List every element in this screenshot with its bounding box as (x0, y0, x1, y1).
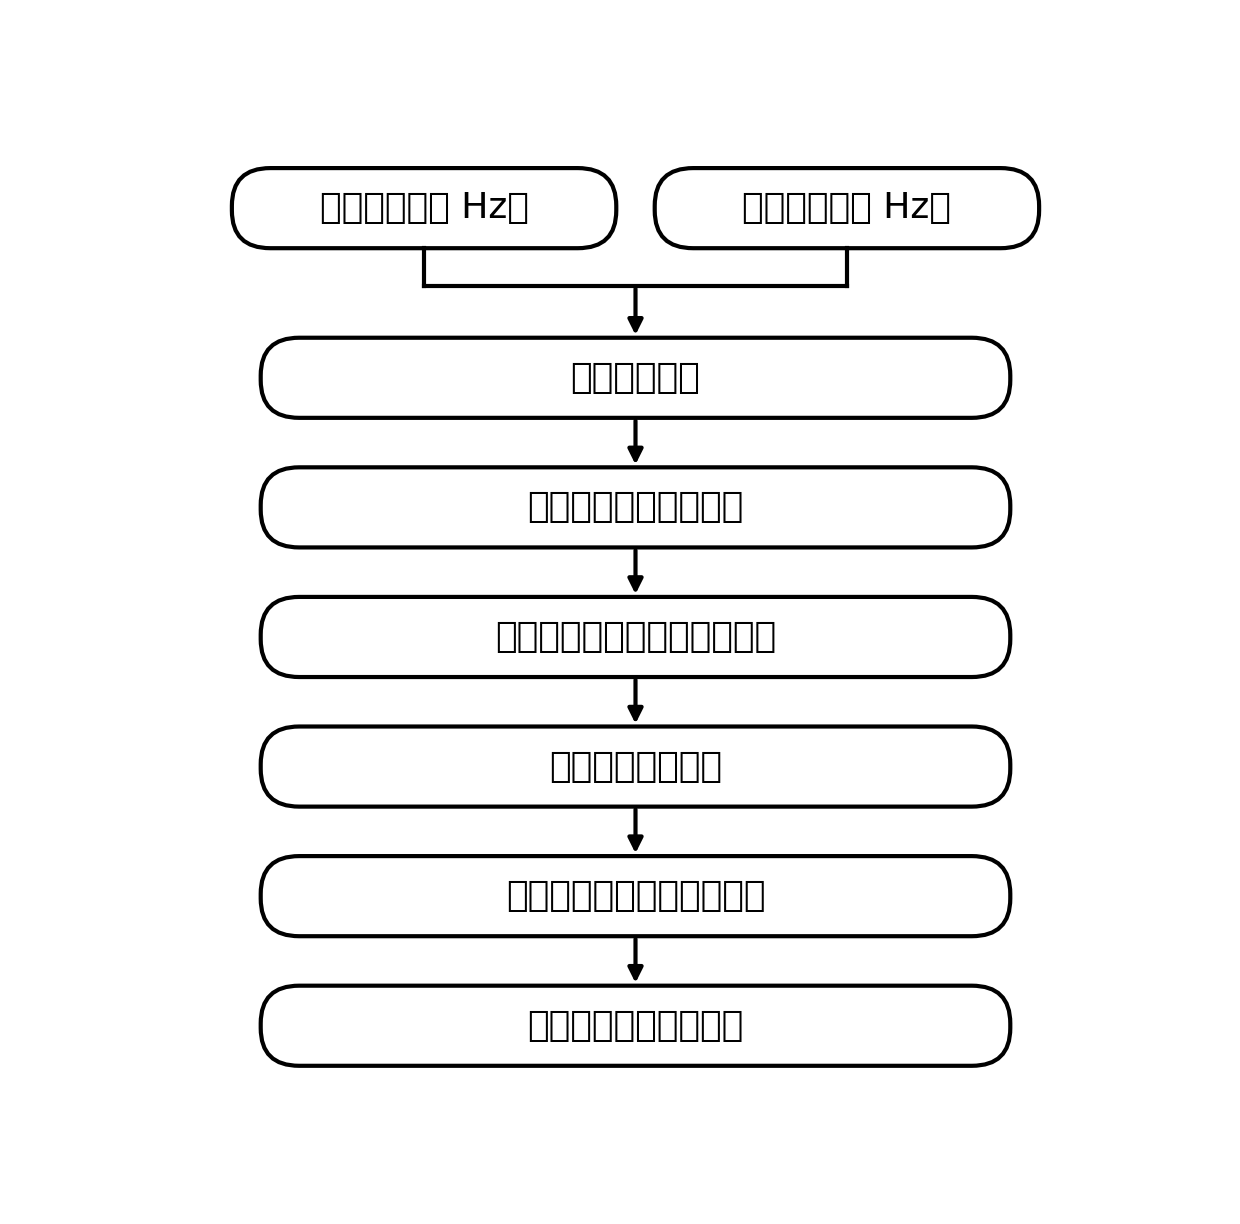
FancyBboxPatch shape (232, 168, 616, 248)
Text: 异常値的剔除: 异常値的剔除 (570, 361, 701, 395)
Text: 三维风速的坐标轴校正: 三维风速的坐标轴校正 (527, 491, 744, 524)
FancyBboxPatch shape (260, 468, 1011, 547)
Text: 气体浓度（０ Hz）: 气体浓度（０ Hz） (743, 191, 951, 225)
FancyBboxPatch shape (260, 727, 1011, 807)
Text: 风速和浓度数据的时间差校正: 风速和浓度数据的时间差校正 (495, 621, 776, 654)
FancyBboxPatch shape (260, 597, 1011, 677)
FancyBboxPatch shape (260, 856, 1011, 936)
FancyBboxPatch shape (260, 338, 1011, 417)
Text: 通量的计算（半小时平均）: 通量的计算（半小时平均） (506, 879, 765, 913)
Text: 通量的低频和高频校正: 通量的低频和高频校正 (527, 1009, 744, 1043)
FancyBboxPatch shape (655, 168, 1039, 248)
FancyBboxPatch shape (260, 985, 1011, 1066)
Text: 三维风速（０ Hz）: 三维风速（０ Hz） (320, 191, 528, 225)
Text: 瞬时脉动値的计算: 瞬时脉动値的计算 (549, 749, 722, 783)
